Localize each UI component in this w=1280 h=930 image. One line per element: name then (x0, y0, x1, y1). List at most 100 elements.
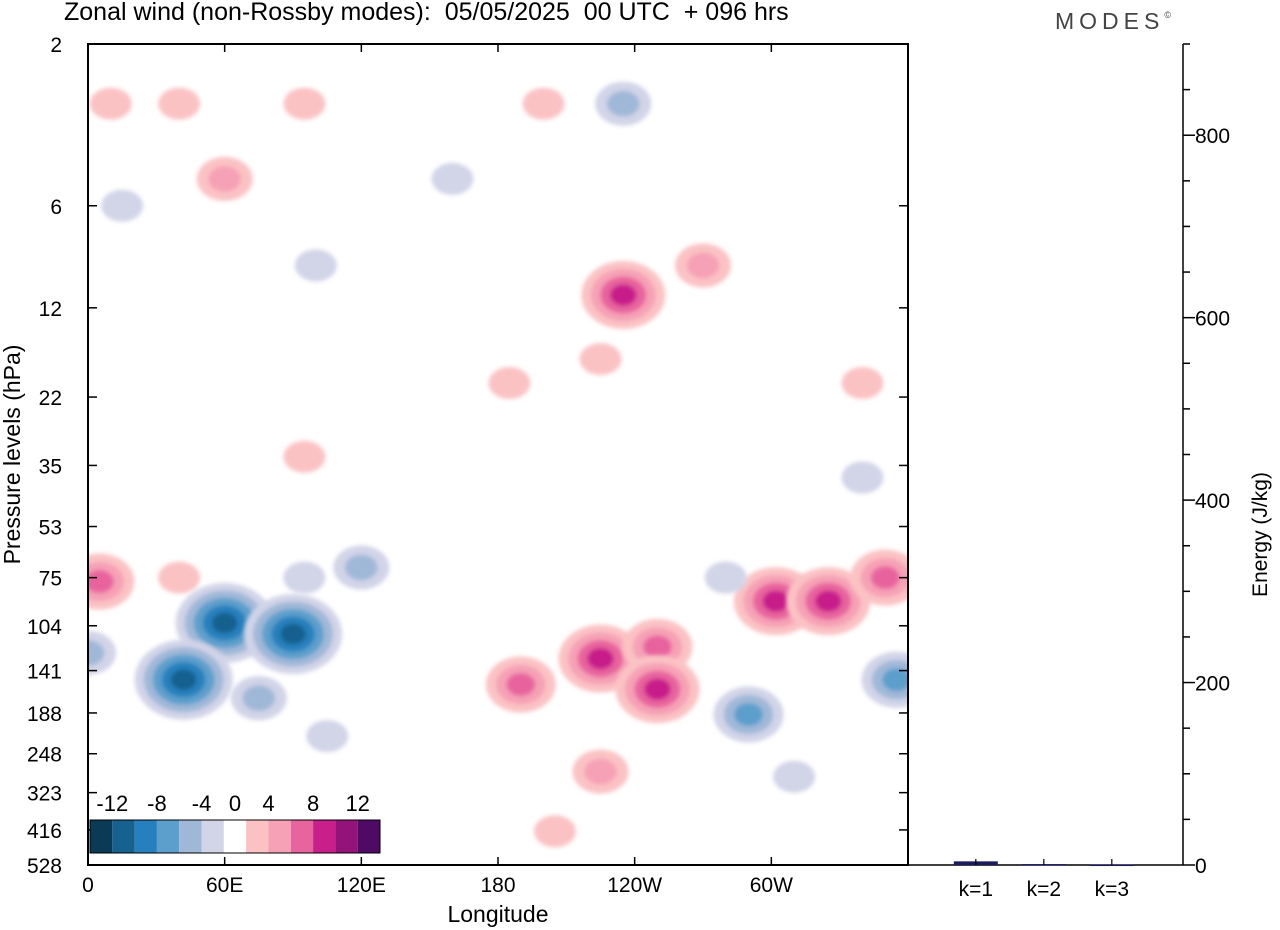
energy-bar-panel: 0 200 400 600 800 Energy (J/kg) k=1 k=2 k=3 (908, 43, 1272, 901)
contour-level (345, 554, 378, 581)
brand-logo: MODES© (1055, 8, 1171, 35)
y-tick-label: 416 (27, 820, 62, 843)
colorbar-label: 8 (307, 791, 319, 816)
y-tick-label: 53 (39, 517, 62, 540)
contour-feature (158, 87, 201, 120)
contour-feature (615, 655, 700, 724)
contour-level (88, 640, 105, 666)
contour-feature (850, 549, 908, 606)
y-tick-label: 12 (39, 298, 62, 321)
contour-level (283, 440, 326, 473)
y-tick-label: 35 (39, 455, 62, 478)
contour-level (841, 461, 884, 494)
contour-level (211, 612, 238, 634)
x-axis-label: Longitude (447, 901, 548, 927)
contour-level (506, 673, 536, 697)
colorbar-swatch (112, 820, 135, 853)
contour-feature (196, 156, 253, 201)
contour-level (734, 702, 763, 727)
contour-feature (101, 189, 144, 222)
y-tick-label: 104 (27, 616, 62, 639)
contour-level (158, 87, 201, 120)
contour-feature (522, 87, 565, 120)
contour-feature (713, 686, 784, 743)
colorbar-swatch (156, 820, 180, 853)
y-tick-label: 141 (27, 661, 62, 684)
contour-level (606, 90, 640, 117)
contour-level (158, 561, 201, 594)
contour-feature (294, 249, 337, 282)
contour-feature (595, 81, 652, 126)
contour-level (88, 569, 114, 594)
x-tick-label: 120W (607, 874, 662, 897)
x-tick-label: 0 (82, 874, 94, 897)
contour-feature (230, 676, 287, 721)
y-tick-label: 188 (27, 703, 62, 726)
y-axis-label: Pressure levels (hPa) (0, 345, 25, 565)
contour-level (522, 87, 565, 120)
colorbar-swatch (246, 820, 269, 853)
y-tick-label: 75 (39, 568, 62, 591)
colorbar-swatch (268, 820, 291, 853)
contour-level (488, 367, 531, 400)
x-tick-label: 180 (480, 874, 515, 897)
y-tick-label: 528 (27, 855, 62, 878)
contour-feature (488, 367, 531, 400)
contour-level (431, 162, 474, 195)
contour-level (101, 189, 144, 222)
contour-level (704, 561, 747, 594)
contour-feature (333, 545, 390, 590)
contour-feature (773, 760, 816, 793)
contour-level (533, 815, 576, 848)
energy-tick-label: 600 (1195, 308, 1230, 331)
energy-bar (1089, 864, 1134, 867)
contour-level (609, 284, 637, 306)
bar-category-label: k=3 (1095, 878, 1129, 901)
energy-tick-label: 800 (1195, 125, 1230, 148)
contour-level (579, 343, 622, 376)
contour-level (208, 166, 242, 192)
contour-feature (704, 561, 747, 594)
contour-level (306, 720, 349, 753)
contour-level (170, 669, 197, 691)
colorbar-swatch (223, 820, 247, 853)
contour-level (280, 623, 306, 645)
heatmap-field (88, 81, 908, 848)
contour-feature (244, 594, 342, 675)
contour-feature (306, 720, 349, 753)
contour-feature (89, 87, 132, 120)
contour-level (584, 758, 617, 785)
colorbar-swatch (90, 820, 113, 853)
chart-title: Zonal wind (non-Rossby modes): 05/05/202… (64, 0, 789, 26)
contour-feature (158, 561, 201, 594)
colorbar-swatch (313, 820, 336, 853)
contour-level (283, 561, 326, 594)
colorbar-swatch (335, 820, 358, 853)
energy-tick-label: 400 (1195, 490, 1230, 513)
colorbar-swatch (134, 820, 157, 853)
brand-mark: © (1164, 10, 1171, 20)
contour-feature (675, 243, 731, 288)
contour-feature (533, 815, 576, 848)
y-tick-label: 323 (27, 783, 62, 806)
contour-feature (841, 461, 884, 494)
colorbar-label: 12 (345, 791, 369, 816)
contour-level (762, 590, 790, 613)
contour-level (686, 252, 720, 279)
x-tick-label: 60W (750, 874, 793, 897)
contour-feature (572, 749, 629, 794)
energy-tick-label: 200 (1195, 673, 1230, 696)
contour-feature (431, 162, 474, 195)
contour-level (294, 249, 337, 282)
colorbar: -12 -8 -4 0 4 8 12 (89, 791, 381, 854)
contour-feature (88, 553, 135, 610)
contour-level (643, 635, 672, 659)
contour-feature (283, 440, 326, 473)
contour-level (773, 760, 816, 793)
bar-category-label: k=2 (1027, 878, 1061, 901)
contour-level (242, 685, 276, 711)
bar-category-label: k=1 (959, 878, 993, 901)
colorbar-label: -4 (192, 791, 212, 816)
contour-feature (861, 651, 908, 708)
